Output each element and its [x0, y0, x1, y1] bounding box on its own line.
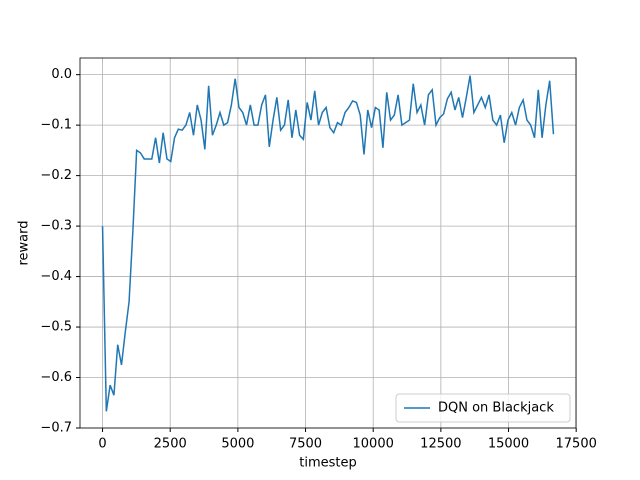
line-series — [101, 75, 555, 412]
y-tick-label: −0.7 — [40, 421, 72, 436]
y-tick-label: 0.0 — [51, 67, 72, 82]
x-axis-label: timestep — [299, 456, 357, 471]
x-tick-label: 15000 — [488, 437, 529, 452]
y-tick-label: −0.6 — [40, 370, 72, 385]
y-tick-label: −0.1 — [40, 118, 72, 133]
y-tick-label: −0.3 — [40, 219, 72, 234]
y-axis-label: reward — [17, 220, 32, 265]
legend-box — [395, 393, 571, 423]
y-tick-label: −0.4 — [40, 269, 72, 284]
x-tick-label: 2500 — [154, 437, 187, 452]
x-tick-label: 0 — [98, 437, 106, 452]
x-tick-label: 5000 — [221, 437, 254, 452]
y-tick-label: −0.2 — [40, 168, 72, 183]
x-tick-label: 17500 — [556, 437, 597, 452]
legend-label: DQN on Blackjack — [438, 401, 554, 416]
x-tick-label: 12500 — [420, 437, 461, 452]
x-tick-label: 10000 — [353, 437, 394, 452]
x-tick-label: 7500 — [289, 437, 322, 452]
y-tick-label: −0.5 — [40, 320, 72, 335]
plot-frame — [79, 57, 577, 429]
